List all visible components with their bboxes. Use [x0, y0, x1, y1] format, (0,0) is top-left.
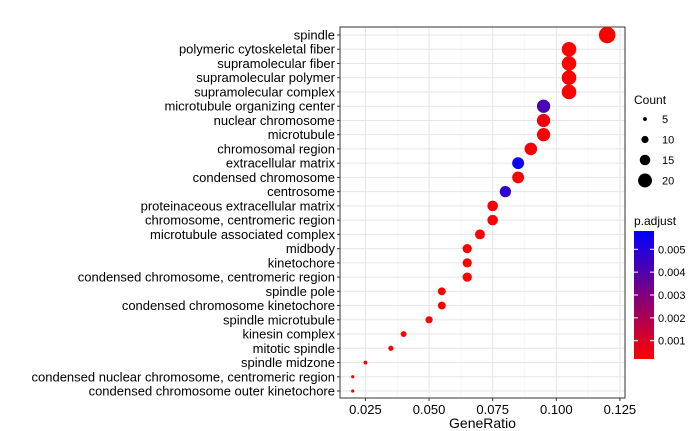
x-tick-label: 0.125 — [604, 402, 637, 417]
x-axis-title: GeneRatio — [449, 415, 516, 431]
data-point — [437, 287, 446, 296]
plot-panel — [340, 27, 625, 398]
y-tick-label: supramolecular polymer — [196, 70, 335, 85]
y-tick-label: supramolecular complex — [194, 84, 335, 99]
y-tick-label: mitotic spindle — [253, 341, 335, 356]
data-point — [561, 56, 577, 71]
data-point — [512, 157, 525, 170]
y-tick-label: midbody — [286, 241, 336, 256]
y-tick-label: kinesin complex — [243, 327, 336, 342]
data-points — [351, 26, 616, 393]
color-legend-bar — [634, 231, 654, 359]
y-tick-label: condensed chromosome outer kinetochore — [89, 384, 335, 399]
data-point — [475, 229, 485, 240]
data-point — [437, 301, 446, 310]
y-tick-label: spindle microtubule — [223, 312, 335, 327]
color-legend-title: p.adjust — [634, 214, 677, 228]
color-legend-label: 0.005 — [658, 244, 686, 256]
size-legend-label: 15 — [662, 155, 674, 167]
data-point — [512, 171, 525, 184]
data-point — [536, 113, 551, 128]
size-legend: Count 5 10 15 20 — [634, 93, 674, 188]
y-tick-label: microtubule — [268, 127, 335, 142]
data-point — [598, 26, 616, 44]
data-point — [462, 258, 472, 268]
data-point — [462, 243, 472, 254]
x-tick-label: 0.100 — [540, 402, 573, 417]
data-point — [425, 316, 433, 324]
y-tick-label: spindle — [294, 28, 335, 43]
data-point — [561, 84, 577, 100]
y-tick-label: polymeric cytoskeletal fiber — [179, 42, 336, 57]
data-point — [351, 389, 355, 393]
data-point — [363, 360, 368, 365]
y-tick-label: condensed chromosome — [193, 170, 335, 185]
y-tick-label: condensed nuclear chromosome, centromeri… — [32, 369, 336, 384]
y-tick-label: supramolecular fiber — [217, 56, 335, 71]
y-tick-label: chromosome, centromeric region — [145, 213, 335, 228]
y-tick-label: spindle midzone — [241, 355, 335, 370]
data-point — [487, 214, 498, 226]
data-point — [561, 41, 577, 57]
size-legend-label: 10 — [662, 135, 674, 147]
data-point — [536, 128, 551, 142]
x-tick-label: 0.075 — [476, 402, 509, 417]
size-legend-key — [639, 154, 651, 166]
data-point — [499, 186, 512, 198]
size-legend-label: 5 — [662, 114, 668, 126]
y-tick-label: condensed chromosome, centromeric region — [78, 270, 335, 285]
data-point — [487, 200, 498, 212]
y-tick-label: proteinaceous extracellular matrix — [141, 198, 336, 213]
y-tick-label: microtubule organizing center — [164, 99, 335, 114]
data-point — [524, 142, 538, 156]
data-point — [388, 345, 394, 351]
y-tick-label: microtubule associated complex — [150, 227, 335, 242]
y-tick-label: kinetochore — [268, 255, 335, 270]
y-tick-label: extracellular matrix — [226, 156, 336, 171]
y-tick-label: centrosome — [267, 184, 335, 199]
x-tick-label: 0.050 — [413, 402, 446, 417]
data-point — [536, 99, 551, 113]
x-tick-label: 0.025 — [349, 402, 382, 417]
y-tick-label: condensed chromosome kinetochore — [122, 298, 335, 313]
panel-background — [340, 27, 625, 398]
color-legend-label: 0.004 — [658, 267, 686, 279]
y-tick-label: chromosomal region — [217, 141, 335, 156]
size-legend-key — [641, 135, 649, 144]
grid-lines — [339, 26, 626, 399]
data-point — [561, 70, 577, 86]
color-legend-label: 0.001 — [658, 336, 686, 348]
data-point — [400, 331, 407, 337]
size-legend-key — [643, 117, 647, 121]
color-legend-label: 0.003 — [658, 290, 686, 302]
data-point — [462, 272, 472, 282]
y-tick-label: spindle pole — [266, 284, 335, 299]
panel-border — [339, 26, 626, 399]
color-legend-label: 0.002 — [658, 313, 686, 325]
size-legend-key — [638, 173, 652, 188]
size-legend-title: Count — [634, 93, 667, 107]
size-legend-label: 20 — [662, 176, 674, 188]
x-axis-ticks: 0.025 0.050 0.075 0.100 0.125 — [349, 398, 636, 417]
data-point — [351, 375, 355, 379]
color-legend: p.adjust 0.001 0.002 0.003 0.004 0.005 — [634, 214, 686, 359]
y-tick-label: nuclear chromosome — [214, 113, 335, 128]
